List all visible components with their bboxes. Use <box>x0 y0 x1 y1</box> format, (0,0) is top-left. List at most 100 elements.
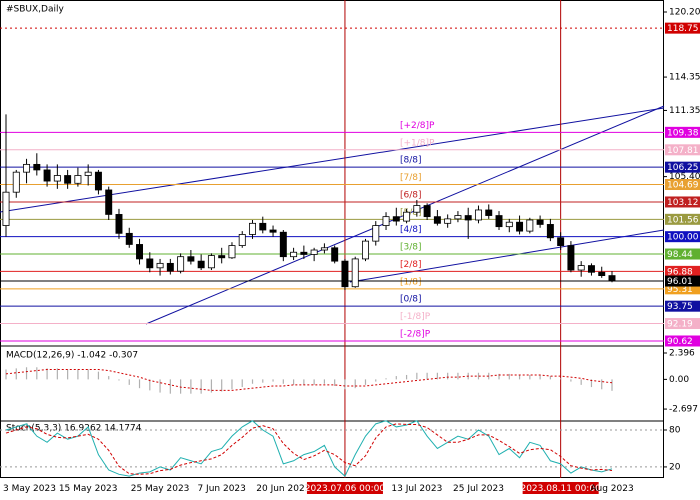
level-badge <box>665 300 700 312</box>
candle-body <box>403 211 411 222</box>
level-name: [8/8] <box>400 156 422 166</box>
level-badge <box>665 318 700 330</box>
level-badge <box>665 161 700 173</box>
candle-body <box>382 216 390 226</box>
level-badge <box>665 213 700 225</box>
date-badge <box>306 482 383 494</box>
level-name: [3/8] <box>400 243 422 253</box>
y-tick-label: -2.697 <box>669 405 698 415</box>
candle-body <box>177 256 185 272</box>
frame <box>0 0 664 478</box>
stoch-title: Stoch(5,3,3) 16.9262 14.1774 <box>6 424 142 434</box>
level-value: 93.75 <box>667 302 693 312</box>
candle-body <box>474 209 482 221</box>
candle-body <box>587 265 595 273</box>
level-badge <box>665 265 700 277</box>
candle-body <box>505 221 513 228</box>
x-tick-label: 7 Jun 2023 <box>197 484 245 494</box>
level-badge <box>665 231 700 243</box>
y-tick-label: 120.20 <box>669 8 700 18</box>
macd-title: MACD(12,26,9) -1.042 -0.307 <box>6 351 138 361</box>
candle-body <box>125 232 133 245</box>
candle-body <box>598 271 606 276</box>
level-badge <box>665 144 700 156</box>
level-badge <box>665 126 700 138</box>
y-tick-label: 111.35 <box>669 106 700 116</box>
level-badge <box>665 335 700 347</box>
candle-body <box>74 175 82 184</box>
candle-body <box>136 244 144 260</box>
level-badge <box>665 283 700 295</box>
candle-body <box>238 234 246 246</box>
x-tick-label: 25 Jul 2023 <box>453 484 504 494</box>
candle-body <box>156 262 164 269</box>
x-tick-label: 25 May 2023 <box>131 484 190 494</box>
level-badge <box>665 22 700 34</box>
candle-body <box>279 231 287 258</box>
y-tick-label: 20 <box>669 462 681 472</box>
candle-body <box>454 215 462 220</box>
candle-body <box>43 169 51 182</box>
candle-body <box>259 222 267 231</box>
y-tick-label: 0.00 <box>669 375 689 385</box>
candle-body <box>557 237 565 246</box>
x-tick-label: 20 Jun 2023 <box>256 484 310 494</box>
level-name: [+2/8]P <box>400 121 435 131</box>
candle-body <box>290 251 298 258</box>
candle-body <box>546 224 554 239</box>
level-value: 100.00 <box>667 233 699 243</box>
candle-body <box>433 216 441 224</box>
candle-body <box>331 247 339 262</box>
level-value: 101.56 <box>667 215 699 225</box>
level-name: [2/8] <box>400 260 422 270</box>
x-tick-label: 3 May 2023 <box>3 484 56 494</box>
x-tick-label: Aug 2023 <box>590 484 633 494</box>
x-tick-label: 2023.07.06 00:00 <box>305 484 386 494</box>
candle-body <box>207 255 215 269</box>
signal-line <box>5 368 613 391</box>
candle-body <box>12 171 20 193</box>
level-name: [+1/8]P <box>400 138 435 148</box>
candle-body <box>608 275 616 282</box>
candle-body <box>413 205 421 213</box>
candle-body <box>2 191 10 226</box>
level-value: 98.44 <box>667 250 693 260</box>
level-value: 96.88 <box>667 267 693 277</box>
y-tick-label: 105.40 <box>669 172 700 182</box>
candle-body <box>392 216 400 222</box>
candle-body <box>115 214 123 234</box>
y-tick-label: 2.396 <box>669 348 695 358</box>
x-tick-label: 13 Jul 2023 <box>391 484 442 494</box>
candle-body <box>516 221 524 232</box>
level-name: [4/8] <box>400 225 422 235</box>
candle-body <box>269 229 277 233</box>
level-name: [1/8] <box>400 277 422 287</box>
candle-body <box>577 265 585 271</box>
level-name: [7/8] <box>400 173 422 183</box>
stoch-d <box>5 423 613 475</box>
candle-body <box>23 163 31 173</box>
candle-body <box>464 215 472 221</box>
x-tick-label: 2023.08.11 00:00 <box>520 484 601 494</box>
candle-body <box>423 205 431 218</box>
level-value: 106.25 <box>667 163 699 173</box>
level-name: [5/8] <box>400 208 422 218</box>
level-value: 118.75 <box>667 24 699 34</box>
candle-body <box>320 247 328 251</box>
candle-body <box>197 260 205 269</box>
candle-body <box>567 245 575 271</box>
price-title: #SBUX,Daily <box>6 5 64 15</box>
candle-body <box>146 258 154 269</box>
candle-body <box>187 256 195 262</box>
level-name: [-2/8]P <box>400 329 431 339</box>
level-badge <box>665 196 700 208</box>
level-badge <box>665 179 700 191</box>
y-tick-label: 114.35 <box>669 73 700 83</box>
candle-body <box>33 163 41 171</box>
candle-body <box>300 251 308 255</box>
level-name: [0/8] <box>400 295 422 305</box>
level-value: 107.81 <box>667 146 699 156</box>
level-name: [-1/8]P <box>400 312 431 322</box>
